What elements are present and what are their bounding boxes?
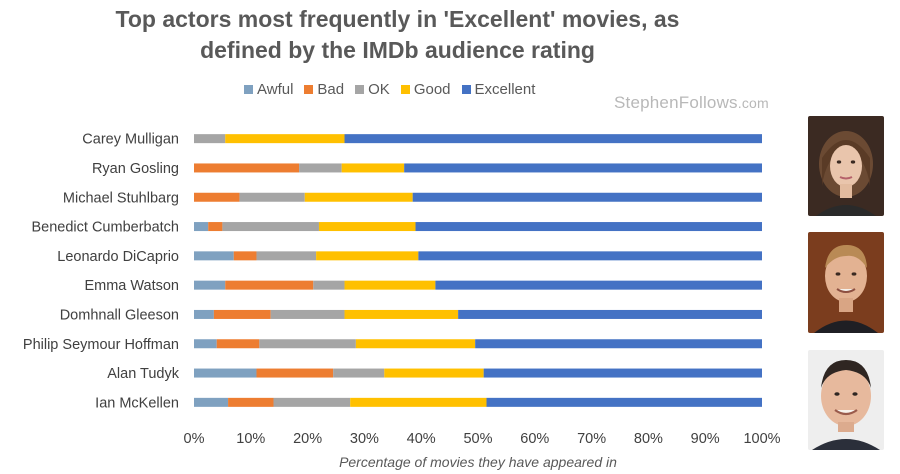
category-label: Michael Stuhlbarg bbox=[63, 190, 179, 206]
category-label: Domhnall Gleeson bbox=[60, 307, 179, 323]
bar-segment-bad bbox=[225, 280, 314, 290]
category-label: Philip Seymour Hoffman bbox=[23, 337, 179, 353]
bar-segment-ok bbox=[333, 368, 385, 378]
x-tick-label: 0% bbox=[184, 431, 205, 447]
bar-segment-awful bbox=[194, 251, 234, 261]
chart-title: Top actors most frequently in 'Excellent… bbox=[0, 4, 795, 66]
bar-segment-ok bbox=[222, 222, 319, 232]
bar-segment-good bbox=[350, 397, 487, 407]
category-label: Ian McKellen bbox=[95, 395, 179, 411]
bar-segment-awful bbox=[194, 309, 214, 319]
bar-segment-ok bbox=[273, 397, 351, 407]
bar-segment-excellent bbox=[475, 339, 762, 349]
legend-swatch-ok bbox=[355, 84, 365, 94]
actor-photo-ryan-gosling bbox=[808, 232, 884, 333]
bar-segment-excellent bbox=[418, 251, 762, 261]
bar-segment-bad bbox=[208, 222, 223, 232]
bar-segment-good bbox=[318, 222, 416, 232]
bar-segment-excellent bbox=[412, 192, 762, 202]
category-label: Emma Watson bbox=[84, 278, 179, 294]
x-tick-label: 10% bbox=[236, 431, 265, 447]
legend-swatch-good bbox=[400, 84, 410, 94]
bar-segment-bad bbox=[256, 368, 334, 378]
bar-segment-good bbox=[304, 192, 413, 202]
legend-label: Good bbox=[413, 80, 451, 98]
x-tick-label: 80% bbox=[634, 431, 663, 447]
chart-legend: Awful Bad OK Good Excellent bbox=[244, 80, 546, 98]
x-tick-label: 60% bbox=[520, 431, 549, 447]
watermark-main: StephenFollows bbox=[614, 93, 738, 112]
bar-segment-excellent bbox=[344, 134, 762, 144]
bar-segment-bad bbox=[194, 192, 240, 202]
chart-title-line2: defined by the IMDb audience rating bbox=[200, 37, 595, 63]
bar-segment-awful bbox=[194, 368, 257, 378]
bar-segment-good bbox=[316, 251, 419, 261]
actor-photo-michael-stuhlbarg bbox=[808, 350, 884, 450]
x-axis-label: Percentage of movies they have appeared … bbox=[339, 454, 617, 470]
bar-segment-bad bbox=[194, 163, 300, 173]
x-tick-label: 50% bbox=[463, 431, 492, 447]
watermark: StephenFollows.com bbox=[614, 93, 769, 113]
bar-segment-excellent bbox=[486, 397, 762, 407]
bar-segment-good bbox=[344, 280, 436, 290]
x-tick-label: 90% bbox=[691, 431, 720, 447]
bar-segment-good bbox=[344, 309, 459, 319]
bar-segment-bad bbox=[213, 309, 271, 319]
bar-segment-good bbox=[355, 339, 476, 349]
legend-swatch-bad bbox=[304, 84, 314, 94]
chart-title-line1: Top actors most frequently in 'Excellent… bbox=[115, 6, 680, 32]
category-label: Ryan Gosling bbox=[92, 161, 179, 177]
category-label: Carey Mulligan bbox=[82, 132, 179, 148]
bar-segment-bad bbox=[228, 397, 274, 407]
bar-segment-excellent bbox=[435, 280, 762, 290]
bar-segment-good bbox=[341, 163, 405, 173]
legend-item-good: Good bbox=[400, 80, 451, 98]
bar-segment-bad bbox=[233, 251, 257, 261]
bar-segment-excellent bbox=[458, 309, 762, 319]
legend-label: OK bbox=[368, 80, 390, 98]
legend-item-excellent: Excellent bbox=[461, 80, 536, 98]
x-tick-label: 30% bbox=[350, 431, 379, 447]
legend-item-ok: OK bbox=[355, 81, 390, 98]
x-tick-label: 40% bbox=[407, 431, 436, 447]
legend-label: Awful bbox=[257, 80, 294, 98]
legend-label: Bad bbox=[317, 80, 345, 98]
bar-segment-ok bbox=[194, 134, 226, 144]
x-tick-label: 20% bbox=[293, 431, 322, 447]
bar-segment-awful bbox=[194, 339, 217, 349]
legend-item-awful: Awful bbox=[244, 81, 293, 98]
category-label: Leonardo DiCaprio bbox=[57, 249, 179, 265]
bar-segment-good bbox=[384, 368, 484, 378]
watermark-suffix: .com bbox=[737, 95, 769, 111]
actor-photo-carey-mulligan bbox=[808, 116, 884, 216]
bar-segment-bad bbox=[216, 339, 260, 349]
bar-segment-excellent bbox=[415, 222, 762, 232]
bar-segment-ok bbox=[299, 163, 342, 173]
bar-segment-awful bbox=[194, 280, 226, 290]
bar-segment-ok bbox=[313, 280, 345, 290]
bar-segment-ok bbox=[256, 251, 317, 261]
legend-item-bad: Bad bbox=[304, 81, 344, 98]
legend-swatch-excellent bbox=[461, 84, 471, 94]
bar-segment-good bbox=[225, 134, 345, 144]
bar-segment-excellent bbox=[483, 368, 762, 378]
x-tick-label: 100% bbox=[743, 431, 780, 447]
bar-segment-ok bbox=[259, 339, 356, 349]
legend-swatch-awful bbox=[244, 84, 253, 94]
bar-segment-awful bbox=[194, 397, 229, 407]
category-label: Benedict Cumberbatch bbox=[32, 220, 180, 236]
bar-segment-ok bbox=[270, 309, 345, 319]
x-tick-label: 70% bbox=[577, 431, 606, 447]
bar-segment-ok bbox=[239, 192, 305, 202]
category-label: Alan Tudyk bbox=[107, 366, 179, 382]
legend-label: Excellent bbox=[474, 80, 536, 98]
bar-segment-excellent bbox=[404, 163, 762, 173]
bar-segment-awful bbox=[194, 222, 209, 232]
